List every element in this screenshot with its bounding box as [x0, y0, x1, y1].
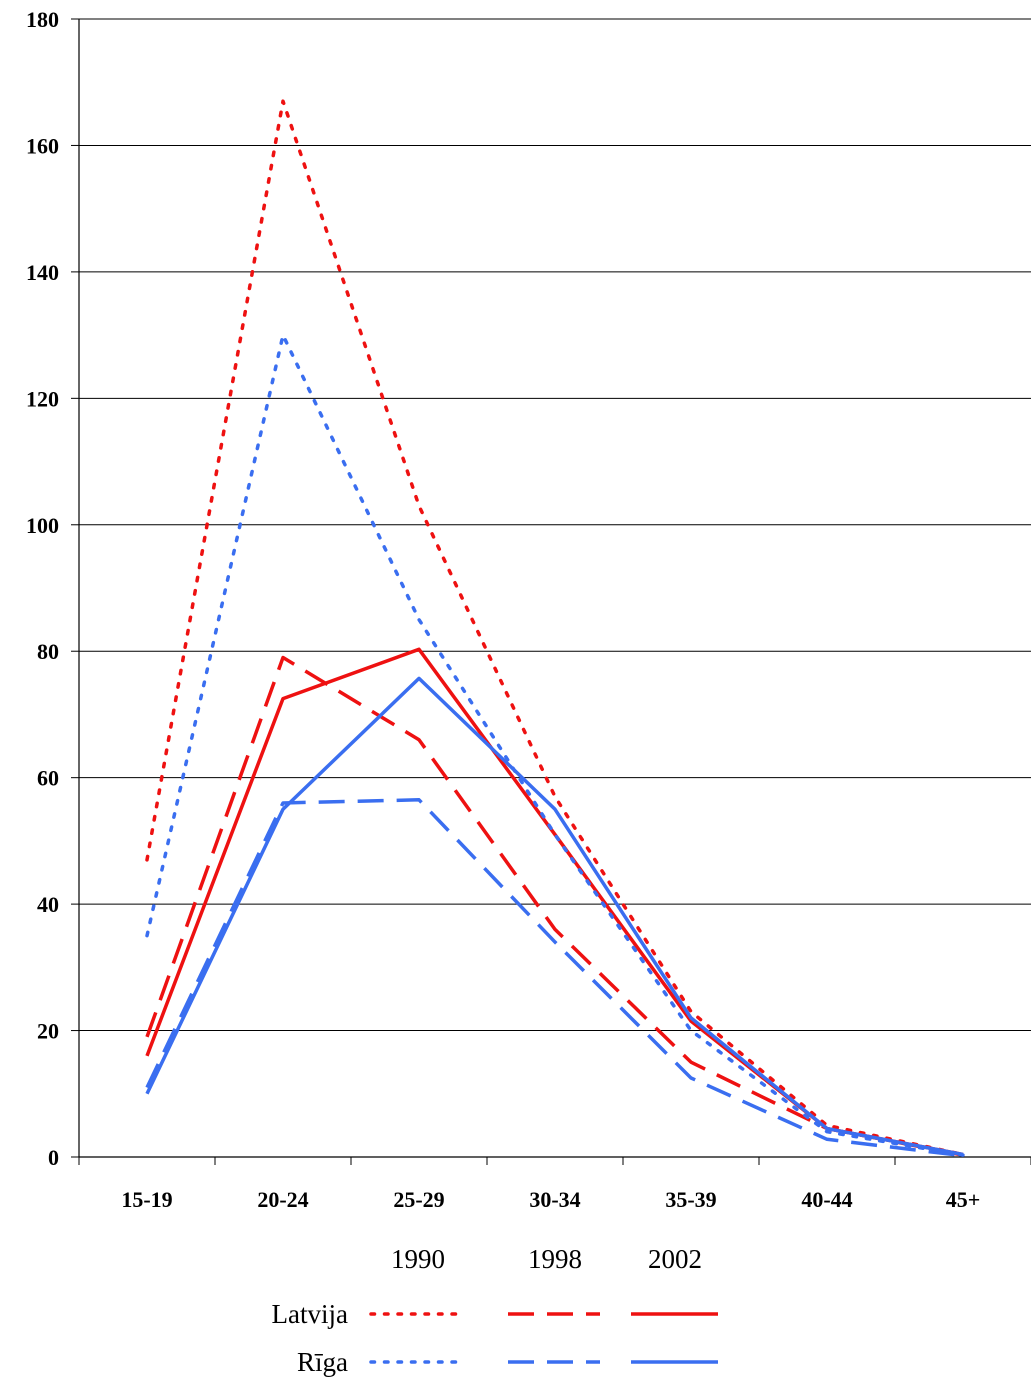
x-tick-label: 45+	[946, 1187, 981, 1212]
legend-year-label: 2002	[648, 1244, 702, 1274]
x-tick-label: 25-29	[393, 1187, 444, 1212]
y-tick-label: 40	[37, 892, 59, 917]
y-tick-labels: 0 20 40 60 80 100 120 140 160 180	[26, 7, 59, 1170]
y-tick-label: 0	[48, 1145, 59, 1170]
legend-year-label: 1990	[391, 1244, 445, 1274]
series-line-latvija-1990	[145, 99, 965, 1157]
x-tick-labels: 15-19 20-24 25-29 30-34 35-39 40-44 45+	[121, 1187, 980, 1212]
x-tick-label: 30-34	[529, 1187, 580, 1212]
series-line-rga-2002	[145, 676, 964, 1157]
gridlines	[79, 18, 1031, 1032]
y-tick-label: 80	[37, 639, 59, 664]
series-line-latvija-2002	[145, 647, 964, 1157]
y-tick-label: 160	[26, 133, 59, 158]
y-tick-label: 100	[26, 513, 59, 538]
series-lines	[145, 99, 965, 1158]
y-tick-label: 20	[37, 1019, 59, 1044]
y-tick-label: 120	[26, 386, 59, 411]
x-tick-label: 15-19	[121, 1187, 172, 1212]
x-tick-label: 35-39	[665, 1187, 716, 1212]
series-line-rga-1990	[145, 333, 965, 1157]
x-tick-label: 20-24	[257, 1187, 308, 1212]
axes	[71, 18, 1031, 1165]
legend: 1990 1998 2002 Latvija Rīga	[272, 1244, 718, 1377]
legend-year-label: 1998	[528, 1244, 582, 1274]
y-tick-label: 60	[37, 766, 59, 791]
x-tick-label: 40-44	[801, 1187, 852, 1212]
y-tick-label: 140	[26, 260, 59, 285]
legend-group-label: Latvija	[272, 1299, 348, 1329]
series-line-rga-1998	[145, 798, 964, 1158]
legend-group-label: Rīga	[297, 1347, 348, 1377]
y-tick-label: 180	[26, 7, 59, 32]
